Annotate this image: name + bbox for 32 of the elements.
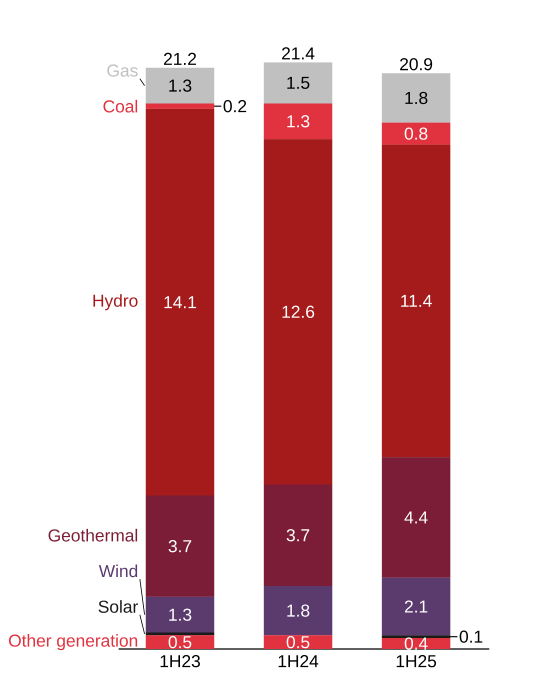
- data-label: 3.7: [168, 540, 192, 552]
- series-label: Hydro: [93, 294, 138, 310]
- series-label: Coal: [103, 100, 138, 113]
- data-label: 14.1: [164, 296, 196, 308]
- data-label: 0.2: [224, 100, 246, 112]
- data-label: 1.3: [169, 608, 192, 621]
- data-label: 0.5: [168, 636, 192, 648]
- x-tick-label: 1H23: [160, 655, 200, 668]
- series-label: Solar: [98, 600, 138, 613]
- series-label: Gas: [107, 64, 138, 77]
- data-label: 3.7: [286, 529, 310, 542]
- total-label: 20.9: [400, 58, 432, 70]
- data-label: 1.3: [169, 79, 192, 92]
- series-label: Geothermal: [48, 528, 138, 542]
- series-label: Wind: [98, 564, 138, 578]
- x-tick-label: 1H24: [278, 655, 318, 668]
- x-tick-label: 1H25: [396, 655, 436, 668]
- data-label: 12.6: [282, 306, 314, 318]
- series-label: Other generation: [8, 634, 138, 650]
- data-label: 0.1: [460, 630, 482, 643]
- data-label: 0.8: [404, 127, 428, 140]
- data-label: 4.4: [404, 511, 428, 524]
- data-label: 1.8: [405, 92, 428, 104]
- data-label: 1.3: [287, 115, 310, 128]
- data-label: 2.1: [404, 600, 428, 613]
- data-label: 0.5: [286, 636, 310, 648]
- data-label: 1.8: [287, 604, 310, 617]
- data-label: 0.4: [404, 637, 428, 650]
- data-label: 1.5: [287, 76, 310, 89]
- total-label: 21.4: [282, 47, 314, 60]
- data-label: 11.4: [401, 294, 432, 307]
- total-label: 21.2: [164, 52, 196, 65]
